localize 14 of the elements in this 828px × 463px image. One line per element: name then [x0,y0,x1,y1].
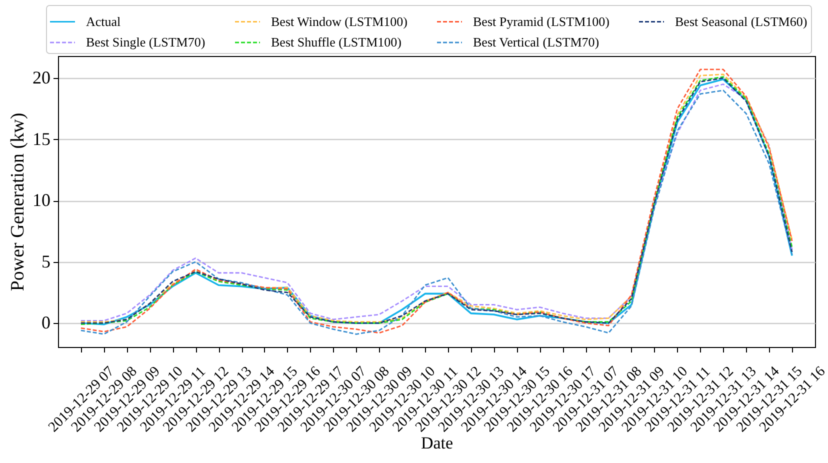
legend-label: Best Window (LSTM100) [271,14,408,29]
legend-label: Best Single (LSTM70) [86,34,206,50]
legend-label: Best Seasonal (LSTM60) [675,14,808,29]
y-tick-label: 20 [32,68,50,88]
y-axis-title: Power Generation (kw) [8,112,28,292]
y-tick-label: 15 [32,128,50,149]
legend-label: Best Shuffle (LSTM100) [271,34,402,50]
y-tick-label: 0 [42,312,50,333]
y-tick-label: 10 [32,190,50,210]
x-axis-title: Date [420,433,454,452]
legend-label: Best Vertical (LSTM70) [473,34,600,50]
legend-label: Best Pyramid (LSTM100) [473,14,610,29]
y-tick-label: 5 [42,251,50,272]
legend-label: Actual [86,14,122,29]
